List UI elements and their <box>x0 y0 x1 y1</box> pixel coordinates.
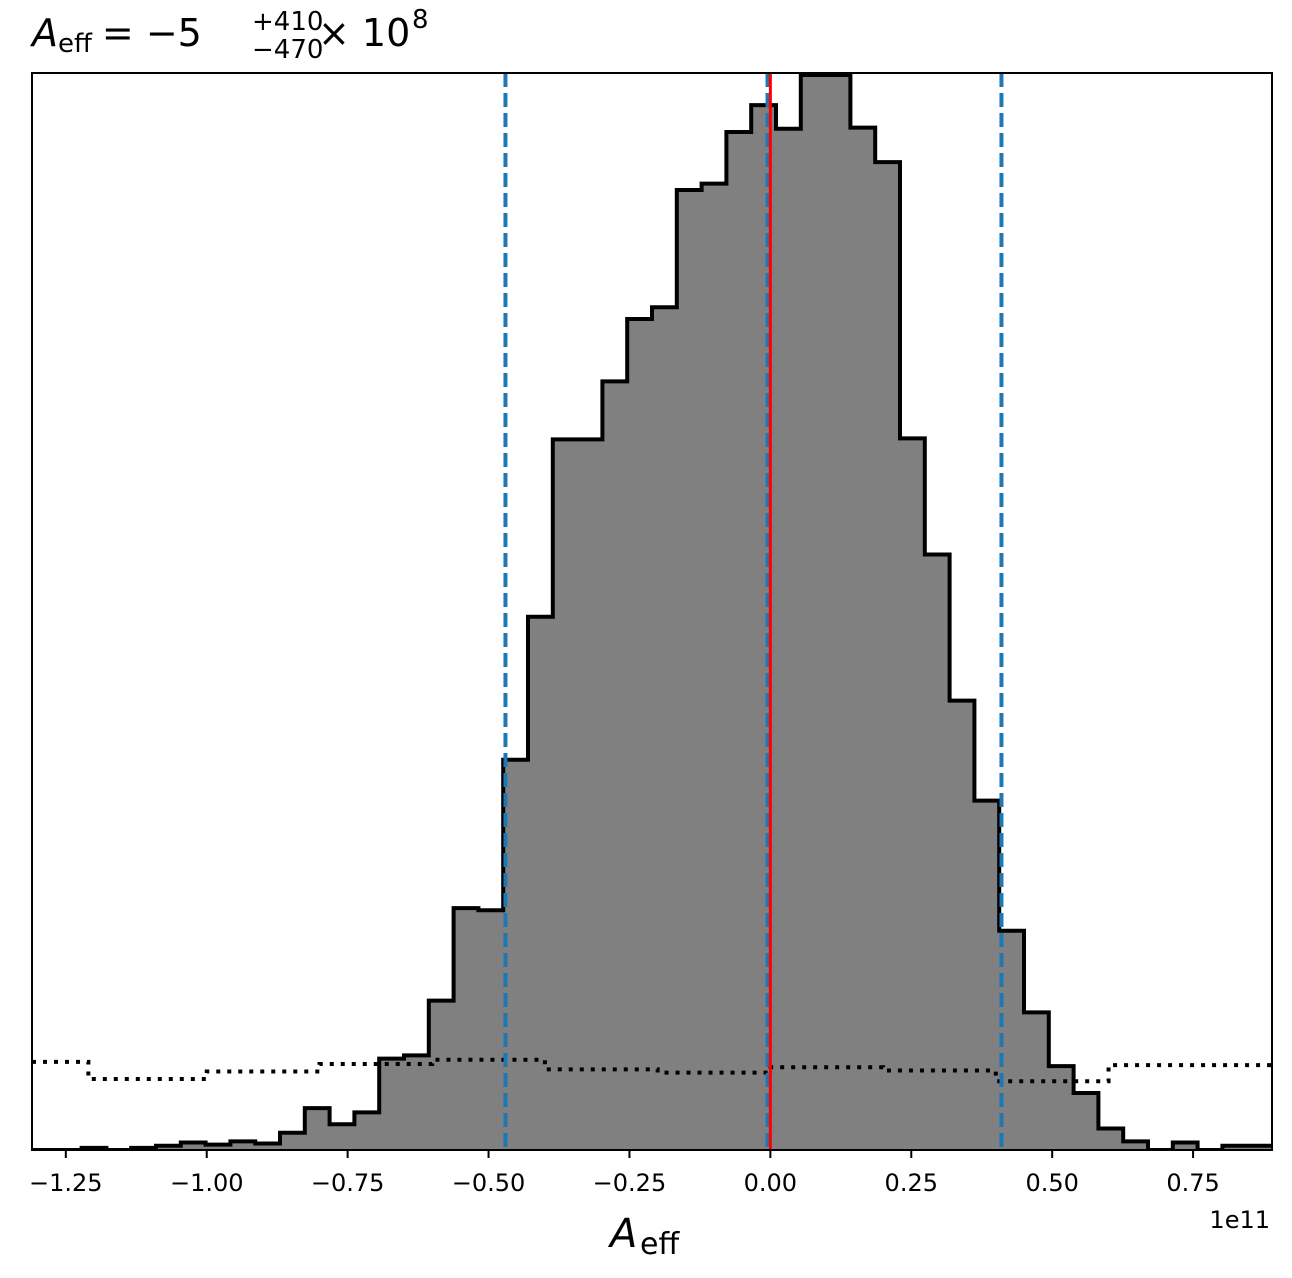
histogram-bar <box>1172 1142 1199 1150</box>
xlabel-sub: eff <box>640 1227 680 1262</box>
x-offset-label: 1e11 <box>1209 1206 1270 1234</box>
histogram-bar <box>1024 1012 1050 1150</box>
x-tick-label: −1.00 <box>170 1169 244 1197</box>
histogram-bar <box>1098 1128 1124 1150</box>
histogram-bar <box>478 910 504 1150</box>
xlabel-symbol: A <box>607 1211 637 1257</box>
title-sup: +410 <box>252 7 323 37</box>
x-tick-label: −0.75 <box>311 1169 385 1197</box>
title-symbol-sub: eff <box>58 29 93 59</box>
histogram-bar <box>924 554 951 1150</box>
x-axis-label: A eff <box>607 1211 680 1262</box>
histogram-bar <box>676 190 703 1150</box>
svg-text:Aeff= −5: Aeff = −5 <box>29 11 202 59</box>
histogram-bar <box>949 700 975 1150</box>
histogram-bar <box>577 439 603 1150</box>
x-tick-label: 0.75 <box>1166 1169 1219 1197</box>
histogram-bar <box>205 1144 231 1150</box>
histogram-bar <box>850 127 876 1150</box>
histogram-bar <box>354 1112 380 1150</box>
x-tick-label: 0.25 <box>885 1169 938 1197</box>
plot-clip-group <box>32 73 1272 1150</box>
histogram-bar <box>1073 1093 1099 1150</box>
x-tick-label: −0.50 <box>452 1169 526 1197</box>
histogram-bar <box>974 800 1000 1150</box>
histogram-bar <box>404 1055 430 1150</box>
histogram-bar <box>825 75 851 1150</box>
plot-frame <box>31 72 1273 1151</box>
histogram-bar <box>156 1145 182 1150</box>
chart-title: Aeff = −5 +410 −470 × 10 8 <box>29 5 429 65</box>
histogram-bar <box>379 1058 405 1150</box>
histogram-bar <box>602 381 628 1150</box>
histogram-bar <box>230 1141 256 1150</box>
histogram-bar <box>428 1000 455 1150</box>
title-exp: 8 <box>412 5 429 35</box>
x-tick-label: 0.50 <box>1025 1169 1078 1197</box>
histogram-bar <box>701 183 727 1150</box>
histogram-bar <box>875 162 901 1150</box>
histogram-bar <box>800 75 827 1150</box>
histogram-bar <box>552 439 579 1150</box>
title-sub: −470 <box>252 35 323 65</box>
x-axis: −1.25 −1.00 −0.75 −0.50 −0.25 0.00 0.25 0.50 0.7… <box>29 1150 1220 1197</box>
histogram-bar <box>528 616 554 1150</box>
histogram-bar <box>329 1124 355 1150</box>
histogram-bar <box>255 1143 281 1150</box>
histogram-bar <box>627 319 653 1150</box>
histogram-bar <box>304 1108 331 1150</box>
x-tick-label: −0.25 <box>593 1169 667 1197</box>
histogram-bar <box>776 128 802 1150</box>
x-tick-label: −1.25 <box>29 1169 103 1197</box>
title-symbol: A <box>29 11 58 55</box>
histogram-bar <box>180 1142 207 1150</box>
histogram-bar <box>726 131 752 1150</box>
histogram-bar <box>751 105 777 1150</box>
histogram-bar <box>1123 1141 1149 1150</box>
histogram-bar <box>900 438 926 1150</box>
title-times: × 10 <box>318 11 410 55</box>
histogram-bar <box>280 1132 306 1150</box>
plot-area <box>31 72 1273 1151</box>
histogram-bar <box>1222 1145 1248 1150</box>
x-tick-label: 0.00 <box>744 1169 797 1197</box>
histogram-bar <box>652 307 678 1150</box>
histogram-outline <box>32 73 1272 1150</box>
title-equals: = −5 <box>102 11 202 55</box>
histogram-bar <box>1048 1066 1075 1150</box>
histogram-bar <box>453 908 479 1150</box>
histogram-bar <box>1247 1145 1272 1150</box>
